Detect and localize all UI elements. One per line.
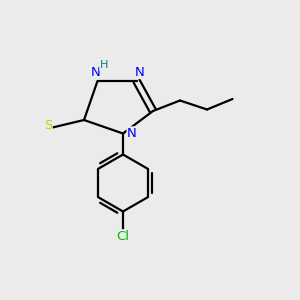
Text: H: H (100, 60, 108, 70)
Text: S: S (44, 118, 52, 132)
Text: Cl: Cl (116, 230, 130, 243)
Text: N: N (91, 65, 101, 79)
Text: N: N (127, 127, 137, 140)
Text: N: N (135, 65, 144, 79)
